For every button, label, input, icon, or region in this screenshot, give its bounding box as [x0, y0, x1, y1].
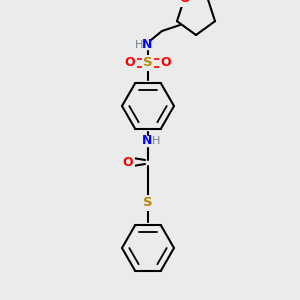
Text: N: N	[142, 134, 152, 148]
Text: S: S	[143, 56, 153, 70]
Text: H: H	[135, 40, 143, 50]
Text: O: O	[161, 56, 171, 70]
Text: N: N	[142, 38, 152, 52]
Text: O: O	[125, 56, 135, 70]
Text: O: O	[123, 157, 133, 169]
Text: S: S	[143, 196, 153, 209]
Text: H: H	[152, 136, 160, 146]
Text: O: O	[179, 0, 190, 5]
